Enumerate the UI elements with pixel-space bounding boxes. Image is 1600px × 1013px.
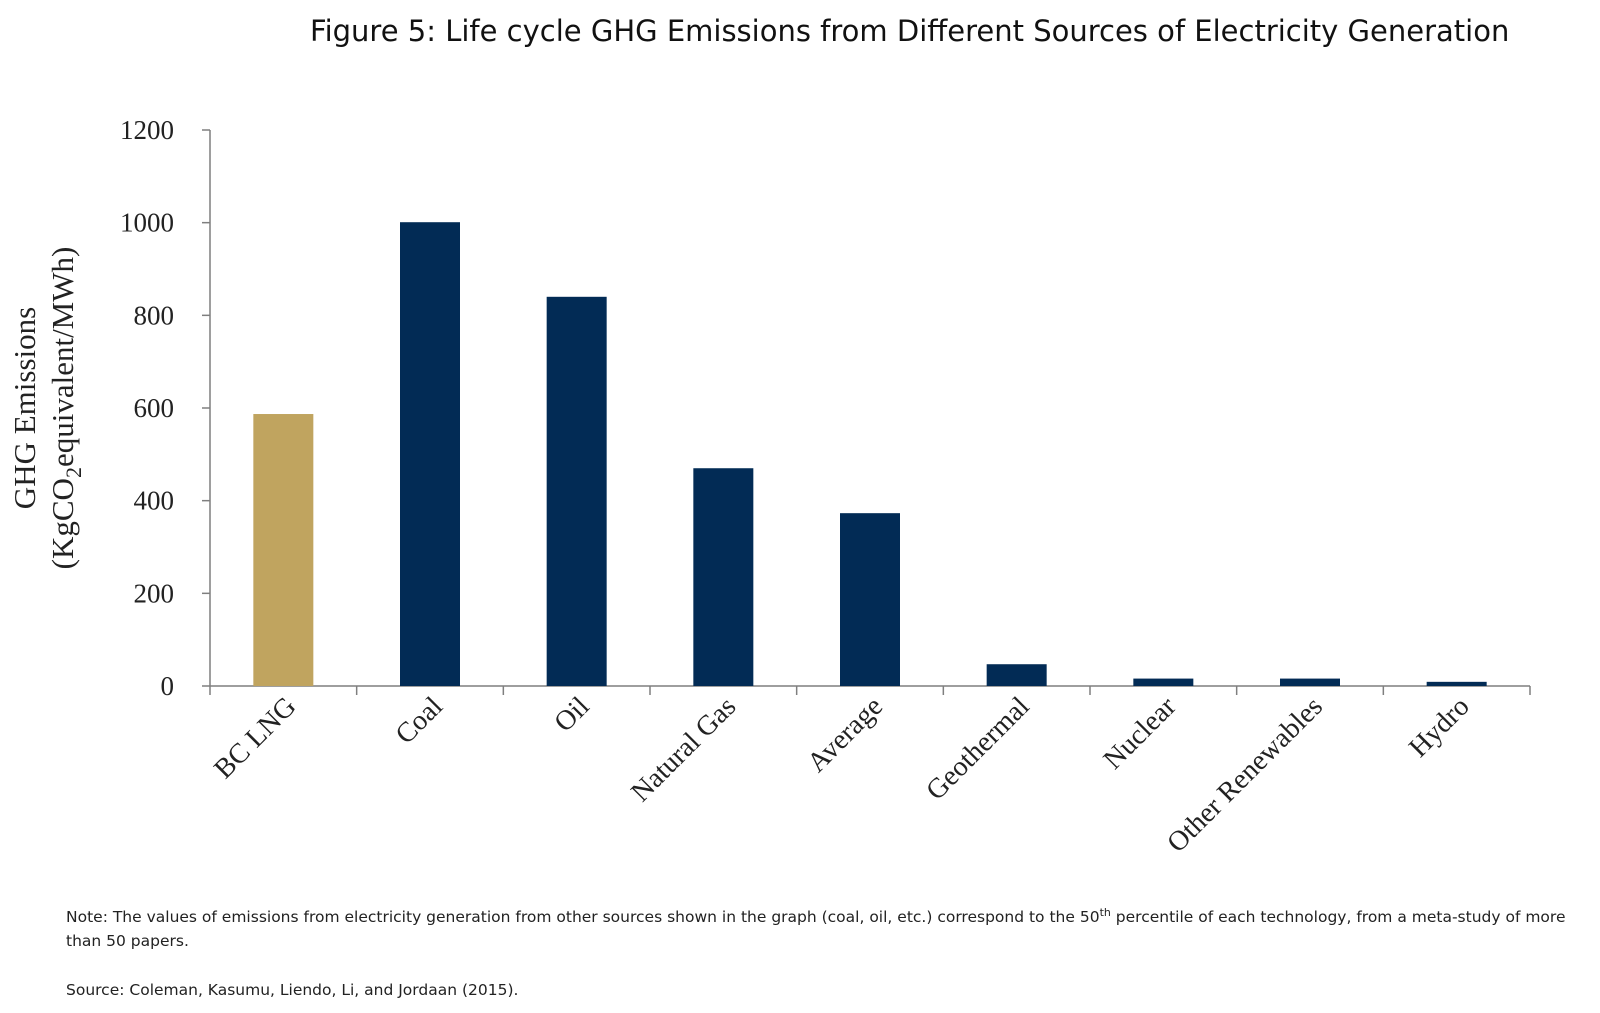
x-tick-label-nuclear: Nuclear <box>1098 691 1183 776</box>
chart-note-text: Note: The values of emissions from elect… <box>66 908 1100 926</box>
bar-average <box>840 513 900 686</box>
bar-oil <box>546 296 607 686</box>
chart-source: Source: Coleman, Kasumu, Liendo, Li, and… <box>66 981 519 999</box>
y-axis-title-line2: (KgCO2equivalent/MWh) <box>45 247 86 570</box>
chart-title: Figure 5: Life cycle GHG Emissions from … <box>310 14 1510 48</box>
y-tick-label: 400 <box>134 486 175 516</box>
x-axis-labels: BC LNG Coal Oil Natural Gas Average Geotherma… <box>208 691 1475 859</box>
x-tick-label-natural-gas: Natural Gas <box>625 691 742 808</box>
chart-note-text-end: percentile of each technology, from a me… <box>66 908 1566 950</box>
bar-bc-lng <box>253 414 314 686</box>
y-axis-title-unit-prefix: (KgCO <box>45 478 80 569</box>
bar-nuclear <box>1133 678 1194 686</box>
bar-hydro <box>1426 681 1487 686</box>
chart-note: Note: The values of emissions from elect… <box>66 905 1566 953</box>
y-tick-label: 1200 <box>120 115 174 145</box>
y-axis-title-unit-suffix: equivalent/MWh) <box>45 247 80 467</box>
x-tick-label-bc-lng: BC LNG <box>208 691 302 785</box>
y-tick-label: 1000 <box>120 208 174 238</box>
y-axis-title-line1: GHG Emissions <box>7 307 42 509</box>
x-tick-label-other-renewables: Other Renewables <box>1161 691 1329 859</box>
bars <box>253 222 1487 686</box>
y-axis: 0 200 400 600 800 1000 1200 <box>120 115 211 701</box>
bar-natural-gas <box>693 468 754 686</box>
y-axis-title-unit-subscript: 2 <box>61 467 86 478</box>
bar-other-renewables <box>1280 678 1340 686</box>
y-tick-label: 0 <box>161 671 175 701</box>
y-tick-label: 600 <box>134 393 175 423</box>
y-axis-title: GHG Emissions (KgCO2equivalent/MWh) <box>7 247 86 570</box>
bar-geothermal <box>986 664 1047 686</box>
x-tick-label-hydro: Hydro <box>1403 691 1476 764</box>
x-tick-label-coal: Coal <box>390 691 449 750</box>
x-axis <box>209 685 1531 695</box>
x-tick-label-geothermal: Geothermal <box>920 691 1036 807</box>
y-tick-label: 800 <box>134 300 175 330</box>
x-tick-label-oil: Oil <box>548 691 595 738</box>
bar-coal <box>400 222 460 686</box>
chart-note-superscript: th <box>1099 905 1111 919</box>
y-tick-label: 200 <box>134 578 175 608</box>
x-tick-label-average: Average <box>801 691 889 779</box>
